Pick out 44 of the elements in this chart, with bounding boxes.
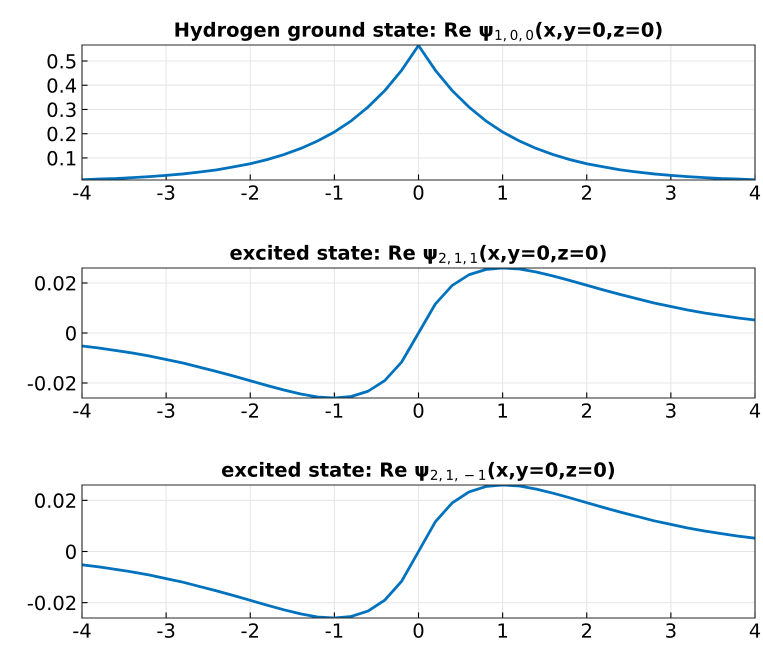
y-tick-label: 0.4 [48, 78, 76, 93]
x-tick-label: 1 [498, 185, 508, 200]
x-tick-label: -4 [73, 623, 91, 638]
x-tick-label: 2 [582, 403, 591, 418]
x-tick-label: 3 [666, 623, 676, 638]
x-tick-label: -3 [157, 623, 174, 638]
y-tick-label: 0.1 [48, 150, 76, 166]
x-tick-label: 1 [498, 623, 508, 638]
x-tick-label: 2 [582, 623, 591, 638]
x-tick-label: -4 [73, 403, 91, 418]
chart-title: Hydrogen ground state: Re ψ$_{1,0,0}$(x,y=0,z=0) [175, 22, 662, 42]
chart-title: excited state: Re ψ$_{2,1,−1}$(x,y=0,z=0) [222, 462, 614, 482]
y-tick-label: 0.02 [35, 276, 76, 291]
y-tick-label: -0.02 [28, 376, 76, 391]
y-tick-label: -0.02 [28, 596, 76, 610]
x-tick-label: -3 [157, 403, 174, 418]
y-tick-label: 0.3 [48, 102, 76, 118]
x-tick-label: 0 [414, 403, 424, 418]
chart-title: excited state: Re ψ$_{2,1,1}$(x,y=0,z=0) [230, 244, 606, 264]
line-series [82, 45, 755, 180]
y-tick-label: 0.5 [48, 54, 76, 69]
x-tick-label: 0 [414, 623, 424, 638]
x-tick-label: -2 [242, 623, 258, 638]
x-tick-label: 3 [666, 185, 676, 200]
x-tick-label: 4 [750, 185, 760, 200]
y-tick-label: 0 [66, 544, 76, 560]
x-tick-label: -1 [326, 623, 342, 638]
x-tick-label: 3 [666, 403, 676, 418]
x-tick-label: -4 [73, 185, 91, 200]
x-tick-label: -3 [157, 185, 174, 200]
x-tick-label: -1 [326, 185, 342, 200]
x-tick-label: -2 [242, 403, 258, 418]
x-tick-label: -1 [326, 403, 342, 418]
x-tick-label: 2 [582, 185, 591, 200]
x-tick-label: 1 [498, 403, 508, 418]
line-series [82, 268, 755, 398]
x-tick-label: 4 [750, 403, 760, 418]
x-tick-label: 4 [750, 623, 760, 638]
line-series [82, 485, 755, 618]
y-tick-label: 0.02 [35, 493, 76, 508]
x-tick-label: 0 [414, 185, 424, 200]
y-tick-label: 0 [66, 326, 76, 341]
x-tick-label: -2 [242, 185, 258, 200]
y-tick-label: 0.2 [48, 126, 76, 142]
